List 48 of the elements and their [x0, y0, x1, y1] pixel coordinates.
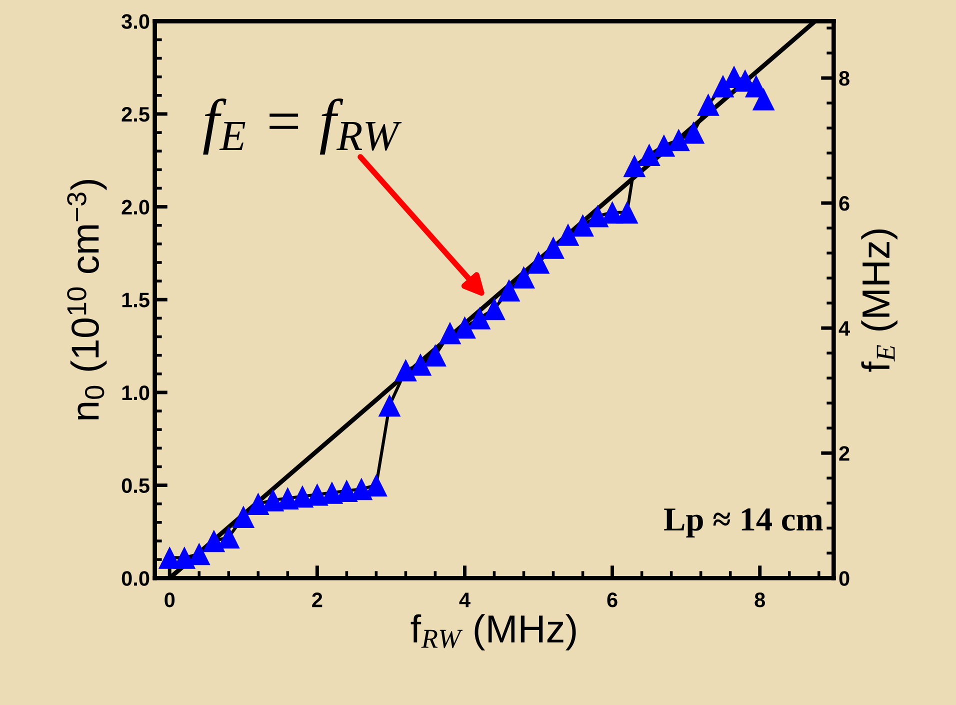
point	[394, 358, 417, 382]
point	[512, 266, 535, 289]
y2-axis-title: f$_{E}$ (MHz)	[861, 229, 898, 372]
y-tick-label: 0.0	[122, 571, 150, 586]
x-axis-title: f$_{RW}$ (MHz)	[410, 614, 576, 650]
y-tick-label: 0.5	[122, 478, 150, 494]
y-tick-label: 1.5	[122, 292, 150, 308]
y2-tick-label: 8	[839, 71, 850, 86]
point	[623, 154, 646, 178]
x-tick-label: 2	[312, 592, 322, 608]
y-axis-title: n$_{0}$ (10$^{10}$ cm$^{−3}$)	[67, 180, 107, 420]
point	[246, 492, 270, 516]
point	[712, 74, 734, 98]
x-tick-label: 8	[754, 592, 766, 608]
y2-tick-label: 4	[838, 321, 850, 336]
y2-tick-label: 2	[839, 446, 850, 461]
point	[173, 546, 196, 569]
point	[438, 322, 462, 344]
annotation: f$_{E}$ = f$_{RW}$	[203, 98, 402, 155]
point	[638, 144, 660, 166]
point	[586, 204, 609, 228]
point	[498, 279, 520, 302]
y-tick-label: 2.5	[122, 106, 150, 122]
point	[572, 214, 594, 237]
point	[668, 128, 690, 152]
y-tick-label: 3.0	[122, 14, 150, 29]
point	[424, 344, 446, 367]
x-tick-label: 4	[459, 592, 470, 608]
point	[483, 298, 506, 320]
point	[652, 134, 676, 157]
point	[682, 121, 705, 144]
y2-tick-label: 6	[839, 196, 850, 211]
point	[556, 223, 580, 246]
y2-tick-label: 0	[839, 571, 850, 586]
annotation: Lp ≈ 14 cm	[664, 508, 823, 538]
point	[527, 251, 550, 274]
x-tick-label: 6	[607, 592, 618, 608]
point	[232, 506, 255, 528]
y-tick-label: 2.0	[122, 200, 150, 215]
x-tick-label: 0	[164, 592, 175, 608]
point	[616, 201, 638, 224]
point	[378, 394, 401, 417]
point	[752, 88, 775, 110]
point	[697, 93, 720, 116]
point	[468, 306, 491, 330]
point	[542, 236, 564, 259]
point	[202, 530, 226, 552]
y-tick-label: 1.0	[122, 385, 150, 400]
